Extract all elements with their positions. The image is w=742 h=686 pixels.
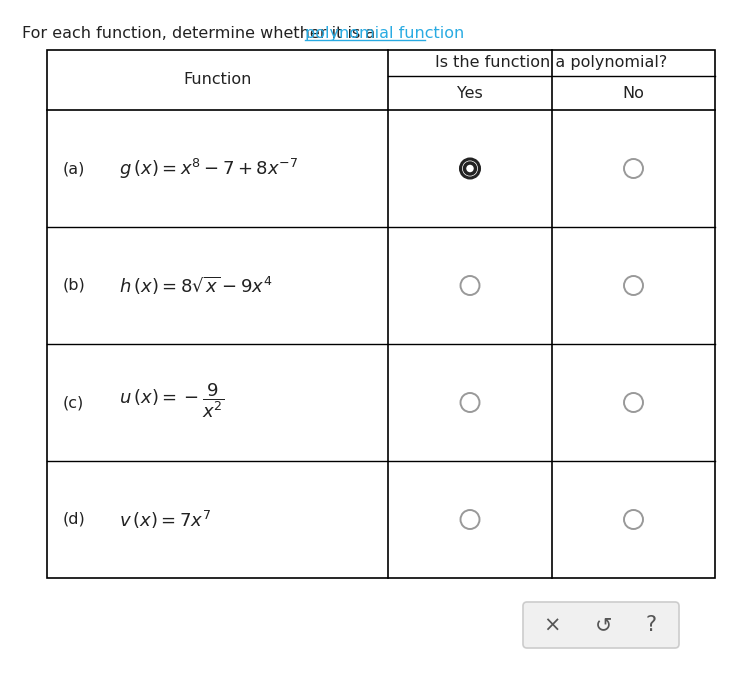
Text: $\circlearrowleft$: $\circlearrowleft$ [590, 615, 612, 635]
Text: No: No [623, 86, 645, 101]
Circle shape [624, 393, 643, 412]
Text: For each function, determine whether it is a: For each function, determine whether it … [22, 26, 381, 41]
Circle shape [624, 276, 643, 295]
Circle shape [461, 159, 479, 178]
Text: (d): (d) [63, 512, 86, 527]
Text: (a): (a) [63, 161, 85, 176]
Text: $?$: $?$ [646, 615, 657, 635]
FancyBboxPatch shape [523, 602, 679, 648]
Circle shape [464, 163, 476, 174]
Bar [47, 50, 715, 578]
Text: $g\,(x) = x^8 - 7 + 8x^{-7}$: $g\,(x) = x^8 - 7 + 8x^{-7}$ [119, 156, 298, 180]
Circle shape [624, 510, 643, 529]
Circle shape [461, 276, 479, 295]
Text: $v\,(x) = 7x^7$: $v\,(x) = 7x^7$ [119, 508, 211, 530]
Circle shape [624, 159, 643, 178]
Circle shape [461, 393, 479, 412]
Text: Function: Function [183, 73, 252, 88]
Text: Is the function a polynomial?: Is the function a polynomial? [436, 56, 668, 71]
Text: polynomial function: polynomial function [306, 26, 464, 41]
Text: $u\,(x) = -\dfrac{9}{x^2}$: $u\,(x) = -\dfrac{9}{x^2}$ [119, 381, 224, 420]
Text: (c): (c) [63, 395, 85, 410]
Circle shape [461, 510, 479, 529]
Text: $\times$: $\times$ [542, 615, 559, 635]
Text: (b): (b) [63, 278, 86, 293]
Text: $h\,(x) = 8\sqrt{x} - 9x^4$: $h\,(x) = 8\sqrt{x} - 9x^4$ [119, 274, 272, 296]
Text: Yes: Yes [457, 86, 483, 101]
